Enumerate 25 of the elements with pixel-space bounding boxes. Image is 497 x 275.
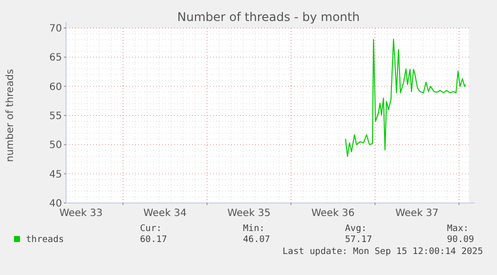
y-tick-label: 45 <box>49 169 62 180</box>
y-tick-label: 65 <box>49 52 62 64</box>
text: Min: <box>243 224 265 234</box>
text: Last update: Mon Sep 15 12:00:14 2025 <box>282 247 483 257</box>
text: 60.17 <box>140 235 168 245</box>
x-tick-label: Week 36 <box>311 208 355 219</box>
line-series <box>345 38 466 157</box>
y-tick-label: 60 <box>49 82 62 93</box>
text: Avg: <box>345 224 367 234</box>
y-tick-label: 55 <box>49 111 62 122</box>
y-tick-label: 50 <box>49 140 62 152</box>
y-tick-label: 40 <box>49 198 62 210</box>
chart-title: Number of threads - by month <box>177 10 360 24</box>
text: 90.09 <box>447 235 474 245</box>
text: Cur: <box>140 224 162 234</box>
x-tick-label: Week 37 <box>395 208 439 219</box>
legend-label: threads <box>26 235 64 245</box>
x-tick-label: Week 35 <box>227 208 271 219</box>
y-tick-label: 70 <box>49 24 62 34</box>
x-tick-label: Week 34 <box>143 208 187 219</box>
x-tick-label: Week 33 <box>59 208 103 219</box>
y-axis-title: number of threads <box>5 68 16 162</box>
text: 57.17 <box>345 235 372 245</box>
text: Max: <box>447 224 469 234</box>
text: 46.07 <box>243 235 270 245</box>
